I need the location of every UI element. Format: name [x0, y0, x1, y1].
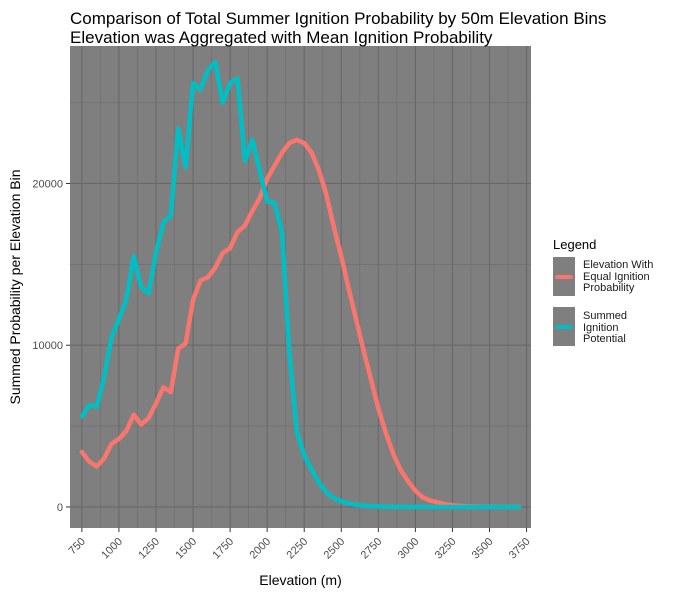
series-line-summed-ignition-potential [79, 59, 522, 510]
x-tick-label: 2000 [247, 536, 273, 562]
x-tick-label: 3250 [433, 536, 459, 562]
chart-title: Comparison of Total Summer Ignition Prob… [70, 9, 607, 28]
chart-subtitle: Elevation was Aggregated with Mean Ignit… [70, 28, 493, 47]
minor-gridlines [70, 46, 531, 528]
legend-label-summed: Summed Ignition Potential [583, 310, 628, 345]
legend-label-elevation: Elevation With Equal Ignition Probabilit… [583, 259, 654, 294]
legend-key-elevation [553, 257, 575, 296]
x-tick-label: 1500 [173, 536, 199, 562]
legend-key-summed [553, 307, 575, 346]
series-layer [79, 59, 522, 510]
x-tick-label: 3750 [507, 536, 533, 562]
x-tick-label: 1250 [136, 536, 162, 562]
x-tick-label: 1750 [210, 536, 236, 562]
x-tick-label: 2750 [359, 536, 385, 562]
x-tick-label: 2250 [285, 536, 311, 562]
y-tick-label: 20000 [32, 178, 63, 190]
x-tick-label: 3000 [396, 536, 422, 562]
y-axis-title: Summed Probability per Elevation Bin [7, 169, 23, 404]
x-tick-label: 750 [67, 536, 88, 557]
legend-title: Legend [553, 237, 597, 252]
x-tick-label: 1000 [99, 536, 125, 562]
legend-swatch-summed [555, 325, 573, 329]
x-tick-label: 2500 [322, 536, 348, 562]
series-line-elevation-equal-probability [79, 137, 522, 510]
legend-swatch-elevation [555, 275, 573, 279]
y-tick-label: 10000 [32, 340, 63, 352]
x-tick-label: 3500 [470, 536, 496, 562]
x-axis-title: Elevation (m) [259, 572, 341, 588]
major-gridlines [70, 46, 531, 528]
y-tick-label: 0 [57, 502, 63, 514]
